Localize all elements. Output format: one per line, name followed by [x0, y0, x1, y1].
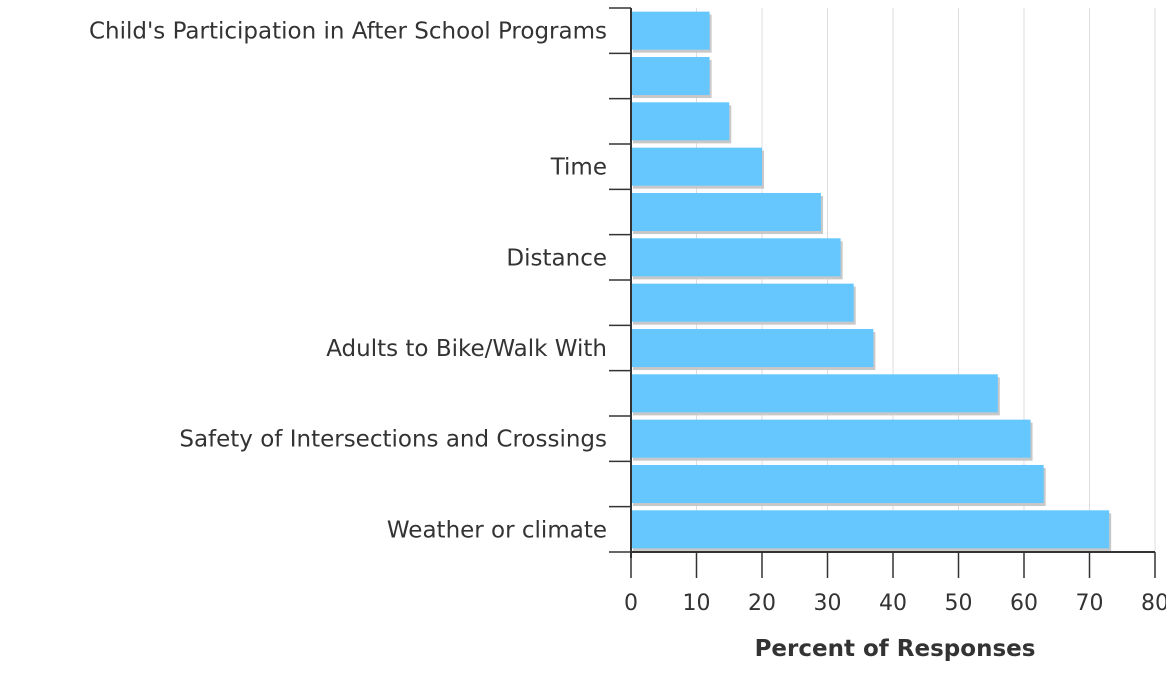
x-tick-label: 30 [814, 591, 842, 616]
category-label: Adults to Bike/Walk With [326, 336, 607, 362]
x-tick-label: 70 [1076, 591, 1104, 616]
category-labels: Weather or climate Safety of Intersection… [89, 19, 607, 544]
category-label: Safety of Intersections and Crossings [179, 427, 607, 453]
x-tick-label: 40 [879, 591, 907, 616]
x-tick-label: 80 [1141, 591, 1166, 616]
bar [631, 374, 998, 413]
category-label: Child's Participation in After School Pr… [89, 19, 607, 45]
bar [631, 11, 710, 50]
x-tick-label: 10 [683, 591, 711, 616]
bars [631, 11, 1112, 552]
category-label: Weather or climate [387, 517, 607, 543]
x-tick-labels: 0 10 20 30 40 50 60 70 80 [624, 591, 1166, 616]
x-tick-label: 20 [748, 591, 776, 616]
bar [631, 283, 854, 322]
bar [631, 56, 710, 96]
bar [631, 510, 1110, 549]
x-tick-label: 60 [1010, 591, 1038, 616]
bar [631, 147, 762, 186]
category-label: Distance [506, 245, 607, 271]
bar [631, 238, 841, 277]
x-axis-title: Percent of Responses [755, 636, 1036, 662]
x-tick-label: 0 [624, 591, 638, 616]
bar [631, 464, 1044, 504]
grid-lines [696, 8, 1156, 552]
axes [609, 7, 1156, 578]
bar [631, 192, 821, 232]
bar [631, 419, 1031, 458]
category-label: Time [550, 155, 607, 181]
bar [631, 328, 874, 368]
bar [631, 102, 730, 141]
x-tick-label: 50 [945, 591, 973, 616]
